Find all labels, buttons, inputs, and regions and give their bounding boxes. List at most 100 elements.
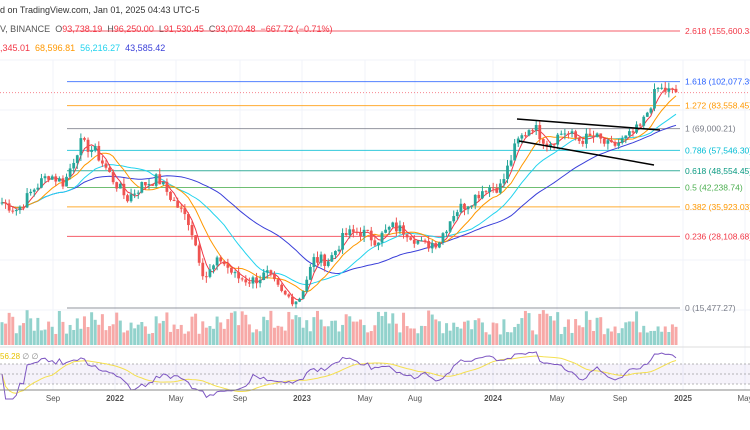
volume-bar bbox=[635, 311, 639, 345]
candle-body bbox=[258, 279, 262, 284]
volume-bar bbox=[405, 326, 409, 345]
candle-body bbox=[441, 233, 445, 243]
candle-body bbox=[204, 276, 208, 278]
x-tick-label: 2023 bbox=[293, 394, 311, 403]
candle-body bbox=[610, 140, 613, 143]
candle-body bbox=[595, 133, 599, 137]
candle-body bbox=[65, 176, 68, 187]
candle-body bbox=[369, 230, 373, 241]
fib-label: 0 (15,477.27) bbox=[685, 303, 736, 313]
volume-bar bbox=[111, 324, 115, 345]
volume-bar bbox=[11, 316, 15, 345]
volume-bar bbox=[39, 330, 43, 345]
candle-body bbox=[230, 267, 233, 273]
volume-bar bbox=[0, 322, 4, 345]
x-tick-label: May bbox=[168, 394, 183, 403]
candle-body bbox=[534, 125, 538, 131]
volume-bar bbox=[125, 330, 129, 345]
volume-bar bbox=[333, 320, 337, 345]
channel-lower-line bbox=[518, 140, 655, 166]
volume-bar bbox=[387, 323, 391, 345]
volume-bar bbox=[599, 317, 603, 345]
candle-body bbox=[516, 138, 520, 144]
moving-average-4 bbox=[1, 88, 677, 301]
fib-label: 0.5 (42,238.74) bbox=[685, 182, 743, 192]
volume-bar bbox=[452, 322, 456, 345]
volume-bar bbox=[398, 332, 402, 345]
volume-bar bbox=[341, 324, 345, 345]
volume-bar bbox=[57, 310, 61, 345]
volume-bar bbox=[315, 310, 319, 345]
volume-bar bbox=[523, 310, 527, 345]
volume-bar bbox=[419, 325, 423, 345]
volume-bar bbox=[430, 314, 434, 345]
candle-body bbox=[584, 133, 588, 144]
volume-bar bbox=[269, 310, 273, 345]
candle-body bbox=[29, 191, 33, 194]
candle-body bbox=[158, 174, 162, 185]
volume-bar bbox=[617, 333, 621, 345]
volume-bar bbox=[265, 320, 269, 345]
fib-label: 0.618 (48,554.45) bbox=[685, 166, 750, 176]
candle-body bbox=[47, 176, 50, 180]
volume-bar bbox=[290, 319, 294, 345]
rsi-ma-line bbox=[1, 355, 677, 394]
volume-bar bbox=[212, 328, 216, 345]
candle-body bbox=[179, 207, 183, 209]
candle-body bbox=[416, 240, 420, 244]
volume-bar bbox=[366, 332, 370, 345]
volume-bar bbox=[204, 327, 208, 345]
candle-body bbox=[247, 282, 251, 284]
volume-bar bbox=[151, 333, 155, 345]
volume-bar bbox=[584, 311, 588, 345]
volume-bar bbox=[283, 330, 287, 345]
volume-bar bbox=[402, 312, 406, 345]
candle-body bbox=[520, 135, 524, 139]
candle-body bbox=[577, 137, 581, 141]
volume-bar bbox=[609, 331, 613, 345]
candle-body bbox=[466, 206, 470, 210]
candle-body bbox=[50, 176, 54, 180]
candle-body bbox=[448, 221, 452, 232]
volume-bar bbox=[158, 323, 162, 345]
candle-body bbox=[463, 203, 466, 210]
candle-body bbox=[380, 232, 384, 243]
volume-bar bbox=[627, 321, 631, 345]
volume-bar bbox=[473, 320, 477, 345]
volume-bar bbox=[326, 326, 330, 345]
candle-body bbox=[366, 229, 370, 231]
ohlc-legend: V, BINANCE O93,738.19 H96,250.00 L91,530… bbox=[0, 24, 333, 34]
volume-bar bbox=[65, 333, 69, 345]
volume-bar bbox=[516, 323, 520, 345]
candle-body bbox=[531, 130, 534, 132]
volume-bar bbox=[129, 322, 133, 345]
channel-upper-line bbox=[516, 118, 661, 131]
volume-bar bbox=[208, 326, 212, 345]
candle-body bbox=[667, 88, 671, 92]
candle-body bbox=[316, 257, 319, 263]
volume-bar bbox=[169, 331, 172, 345]
candle-body bbox=[144, 182, 147, 186]
x-tick-label: 2025 bbox=[674, 394, 692, 403]
high-label: H bbox=[107, 24, 114, 34]
candle-body bbox=[606, 140, 610, 144]
volume-bar bbox=[233, 311, 237, 345]
candle-body bbox=[674, 88, 678, 93]
candle-body bbox=[291, 296, 294, 305]
volume-bar bbox=[108, 326, 112, 345]
candle-body bbox=[240, 278, 244, 280]
volume-bar bbox=[462, 321, 466, 345]
volume-bar bbox=[133, 328, 137, 345]
volume-bar bbox=[183, 333, 187, 345]
volume-bar bbox=[79, 328, 83, 345]
candle-body bbox=[617, 142, 621, 146]
volume-bar bbox=[552, 320, 556, 345]
candle-body bbox=[491, 187, 495, 189]
volume-bar bbox=[638, 332, 642, 345]
x-tick-label: Sep bbox=[233, 394, 248, 403]
volume-bar bbox=[441, 333, 445, 345]
fib-label: 2.618 (155,600.33) bbox=[685, 26, 750, 36]
candle-body bbox=[656, 88, 660, 90]
candle-body bbox=[344, 232, 348, 235]
